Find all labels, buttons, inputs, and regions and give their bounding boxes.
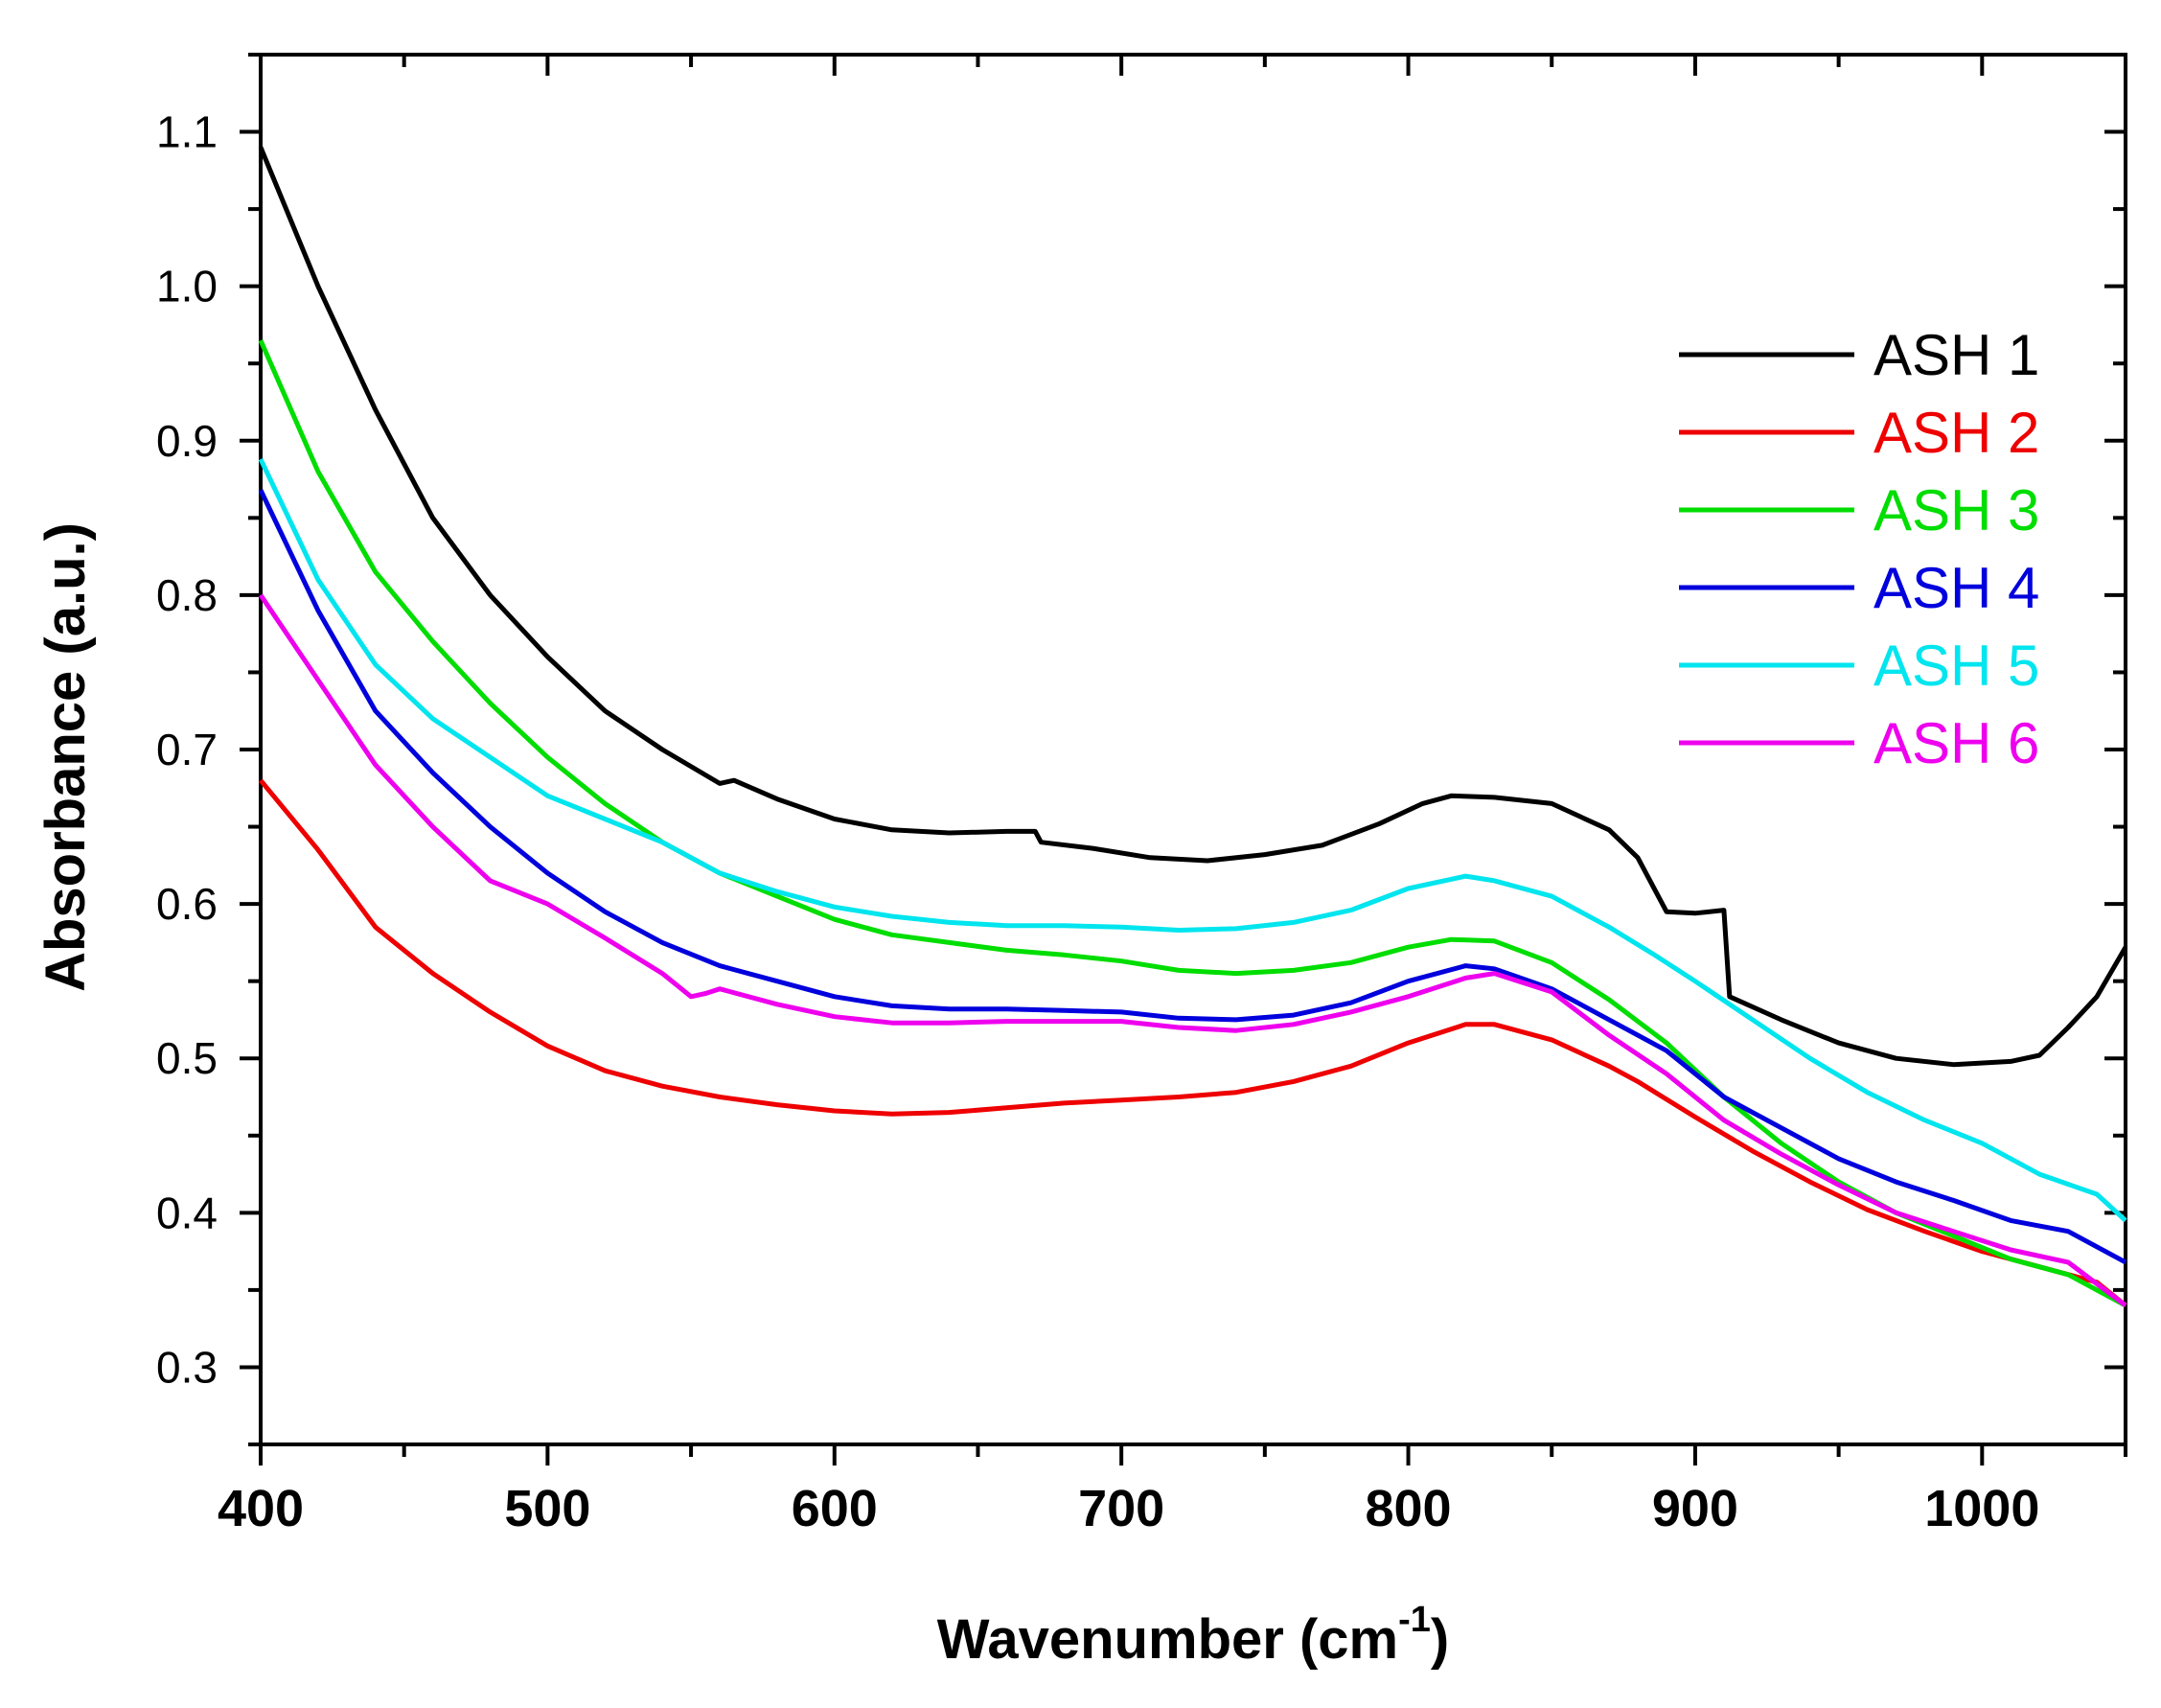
legend-label-ash-5: ASH 5 xyxy=(1874,634,2039,698)
x-axis-title: Wavenumber (cm-1) xyxy=(937,1600,1449,1671)
x-tick-label: 800 xyxy=(1365,1480,1451,1537)
y-axis-title: Absorbance (a.u.) xyxy=(34,522,97,992)
y-axis-ticks: 0.3 0.4 0.5 0.6 0.7 0.8 0.9 1.0 1.1 xyxy=(156,53,2126,1446)
series-line-ash-3 xyxy=(258,339,2127,1308)
x-axis-ticks: 400 500 600 700 800 900 1000 xyxy=(218,55,2127,1537)
x-tick-label: 500 xyxy=(504,1480,590,1537)
legend-label-ash-2: ASH 2 xyxy=(1874,401,2039,465)
y-tick-label: 0.7 xyxy=(156,725,218,774)
x-tick-label: 900 xyxy=(1652,1480,1738,1537)
y-tick-label: 0.6 xyxy=(156,879,218,929)
y-tick-label: 1.1 xyxy=(156,107,218,157)
x-axis-title-main: Wavenumber (cm xyxy=(937,1608,1398,1671)
y-tick-label: 1.0 xyxy=(156,262,218,312)
legend-label-ash-4: ASH 4 xyxy=(1874,556,2039,620)
y-tick-label: 0.4 xyxy=(156,1188,218,1237)
legend-label-ash-1: ASH 1 xyxy=(1874,323,2039,387)
x-tick-label: 1000 xyxy=(1924,1480,2039,1537)
y-tick-label: 0.3 xyxy=(156,1342,218,1392)
series-line-ash-5 xyxy=(258,458,2127,1223)
x-tick-label: 600 xyxy=(792,1480,878,1537)
series-line-ash-2 xyxy=(259,778,2127,1307)
legend-label-ash-6: ASH 6 xyxy=(1874,711,2039,775)
series-line-ash-1 xyxy=(258,146,2128,1068)
y-tick-label: 0.5 xyxy=(156,1033,218,1083)
x-tick-label: 700 xyxy=(1078,1480,1164,1537)
x-tick-label: 400 xyxy=(218,1480,304,1537)
x-axis-title-superscript: -1 xyxy=(1398,1600,1431,1640)
x-axis-title-suffix: ) xyxy=(1431,1608,1449,1671)
series-line-ash-4 xyxy=(258,489,2127,1265)
legend: ASH 1 ASH 2 ASH 3 ASH 4 ASH 5 ASH 6 xyxy=(1679,323,2039,775)
series-line-ash-6 xyxy=(258,593,2127,1307)
legend-label-ash-3: ASH 3 xyxy=(1874,478,2039,542)
series-lines xyxy=(258,146,2128,1308)
y-tick-label: 0.8 xyxy=(156,570,218,620)
y-tick-label: 0.9 xyxy=(156,416,218,466)
